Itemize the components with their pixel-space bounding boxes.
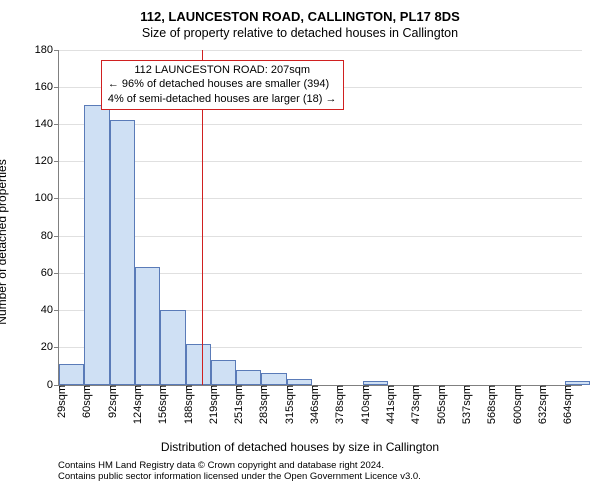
- x-axis-label: Distribution of detached houses by size …: [10, 440, 590, 454]
- ytick-label: 20: [41, 341, 59, 353]
- annotation-box: 112 LAUNCESTON ROAD: 207sqm← 96% of deta…: [101, 60, 344, 111]
- xtick-label: 92sqm: [101, 385, 119, 418]
- chart-container: 112, LAUNCESTON ROAD, CALLINGTON, PL17 8…: [0, 0, 600, 500]
- xtick-label: 473sqm: [404, 385, 422, 424]
- xtick-label: 251sqm: [227, 385, 245, 424]
- histogram-bar: [186, 344, 211, 385]
- xtick-label: 664sqm: [556, 385, 574, 424]
- xtick-label: 188sqm: [177, 385, 195, 424]
- ytick-label: 40: [41, 304, 59, 316]
- footer-line-2: Contains public sector information licen…: [58, 471, 590, 483]
- ytick-label: 100: [35, 192, 59, 204]
- histogram-bar: [211, 360, 236, 384]
- histogram-bar: [236, 370, 261, 385]
- ytick-label: 120: [35, 155, 59, 167]
- gridline-h: [59, 161, 582, 162]
- xtick-label: 60sqm: [75, 385, 93, 418]
- chart-subtitle: Size of property relative to detached ho…: [10, 26, 590, 40]
- chart-title: 112, LAUNCESTON ROAD, CALLINGTON, PL17 8…: [10, 8, 590, 26]
- xtick-label: 378sqm: [328, 385, 346, 424]
- histogram-bar: [287, 379, 312, 385]
- gridline-h: [59, 124, 582, 125]
- xtick-label: 124sqm: [126, 385, 144, 424]
- ytick-label: 180: [35, 44, 59, 56]
- xtick-label: 632sqm: [531, 385, 549, 424]
- xtick-label: 441sqm: [379, 385, 397, 424]
- plot-area: 02040608010012014016018029sqm60sqm92sqm1…: [58, 50, 582, 386]
- histogram-bar: [135, 267, 160, 384]
- annotation-line: 4% of semi-detached houses are larger (1…: [108, 92, 337, 107]
- gridline-h: [59, 50, 582, 51]
- footer-attribution: Contains HM Land Registry data © Crown c…: [58, 460, 590, 484]
- plot-area-outer: Number of detached properties 0204060801…: [10, 46, 590, 438]
- ytick-label: 80: [41, 230, 59, 242]
- xtick-label: 568sqm: [480, 385, 498, 424]
- xtick-label: 315sqm: [278, 385, 296, 424]
- xtick-label: 505sqm: [430, 385, 448, 424]
- xtick-label: 410sqm: [354, 385, 372, 424]
- histogram-bar: [110, 120, 135, 384]
- xtick-label: 537sqm: [455, 385, 473, 424]
- annotation-line: ← 96% of detached houses are smaller (39…: [108, 77, 337, 92]
- ytick-label: 140: [35, 118, 59, 130]
- gridline-h: [59, 236, 582, 237]
- ytick-label: 160: [35, 81, 59, 93]
- xtick-label: 600sqm: [506, 385, 524, 424]
- histogram-bar: [59, 364, 84, 384]
- xtick-label: 29sqm: [50, 385, 68, 418]
- annotation-line: 112 LAUNCESTON ROAD: 207sqm: [108, 63, 337, 78]
- histogram-bar: [261, 373, 286, 384]
- histogram-bar: [84, 105, 109, 384]
- xtick-label: 219sqm: [202, 385, 220, 424]
- histogram-bar: [565, 381, 590, 385]
- xtick-label: 283sqm: [252, 385, 270, 424]
- xtick-label: 156sqm: [151, 385, 169, 424]
- xtick-label: 346sqm: [303, 385, 321, 424]
- ytick-label: 60: [41, 267, 59, 279]
- y-axis-label: Number of detached properties: [0, 159, 9, 324]
- histogram-bar: [363, 381, 388, 385]
- gridline-h: [59, 198, 582, 199]
- footer-line-1: Contains HM Land Registry data © Crown c…: [58, 460, 590, 472]
- histogram-bar: [160, 310, 185, 384]
